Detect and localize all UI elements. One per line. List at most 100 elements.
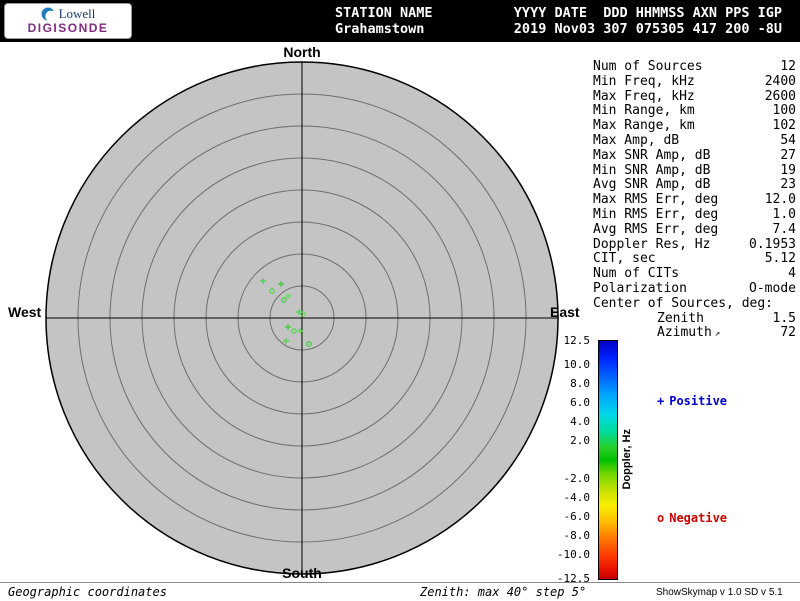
header-values: Grahamstown 2019 Nov03 307 075305 417 20…	[335, 21, 783, 37]
param-label: Max SNR Amp, dB	[593, 147, 711, 163]
param-row: Num of Sources 12	[593, 59, 796, 75]
param-value: 54	[780, 132, 796, 148]
param-value: 19	[780, 162, 796, 178]
source-marker	[283, 338, 289, 344]
status-bar: Geographic coordinates Zenith: max 40° s…	[0, 582, 800, 601]
param-row: Max Range, km 102	[593, 118, 796, 134]
param-label: Min Range, km	[593, 103, 695, 119]
param-label: Min SNR Amp, dB	[593, 162, 711, 178]
param-label: Avg RMS Err, deg	[593, 221, 719, 237]
param-row: Num of CITs 4	[593, 266, 796, 282]
compass-label-north: North	[283, 44, 321, 60]
source-marker	[300, 311, 306, 317]
colorbar-tick-label: -12.5	[556, 572, 590, 585]
source-marker	[306, 341, 312, 347]
param-row: Min SNR Amp, dB 19	[593, 162, 796, 179]
param-value: 27	[780, 147, 796, 163]
compass-label-west: West	[8, 304, 42, 320]
skymap-panel: North South West East	[0, 42, 590, 588]
param-row: Avg SNR Amp, dB 23	[593, 178, 796, 193]
colorbar-tick-label: 8.0	[570, 376, 590, 390]
param-row: Max Freq, kHz 2600	[593, 88, 796, 105]
colorbar-tick-label: 2.0	[570, 433, 590, 447]
legend-positive-label: Positive	[669, 394, 728, 408]
colorbar-tick-label: 4.0	[570, 414, 590, 428]
logo-digisonde-text: DIGISONDE	[27, 21, 109, 35]
source-marker	[269, 288, 275, 294]
param-label: Azimuth ↗	[657, 325, 721, 341]
param-label: Max Amp, dB	[593, 132, 680, 148]
param-label: CIT, sec	[593, 251, 656, 267]
param-row: Min Range, km 100	[593, 104, 796, 119]
azimuth-arrow-icon: ↗	[714, 329, 721, 340]
source-marker	[260, 278, 266, 284]
param-value: 12.0	[764, 192, 796, 208]
compass-label-east: East	[550, 304, 580, 320]
colorbar-tick-label: -2.0	[563, 472, 591, 486]
param-label: Num of Sources	[593, 59, 703, 74]
colorbar-tick-label: -10.0	[556, 548, 590, 562]
source-marker	[291, 328, 297, 334]
param-row: Min RMS Err, deg 1.0	[593, 206, 796, 223]
param-label: Polarization	[593, 280, 687, 296]
param-row: Max Amp, dB 54	[593, 132, 796, 149]
version-label: ShowSkymap v 1.0 SD v 5.1	[656, 587, 783, 598]
param-row: Azimuth ↗ 72	[593, 326, 796, 341]
legend-negative: o Negative	[657, 511, 727, 525]
colorbar-tick-label: 6.0	[570, 395, 590, 409]
lowell-digisonde-logo: Lowell DIGISONDE	[4, 3, 132, 39]
param-row: Doppler Res, Hz 0.1953	[593, 236, 796, 253]
negative-marker-icon: o	[657, 511, 665, 525]
source-marker	[281, 297, 287, 303]
param-value: 23	[780, 177, 796, 193]
logo-crescent-icon	[41, 7, 56, 22]
colorbar-tick-label: 10.0	[563, 357, 591, 371]
colorbar-title-wrap: Doppler, Hz	[621, 340, 633, 578]
zenith-range-label: Zenith: max 40° step 5°	[420, 585, 587, 599]
param-label: Zenith	[657, 310, 704, 326]
param-row: Max SNR Amp, dB 27	[593, 147, 796, 164]
legend-negative-label: Negative	[669, 511, 728, 525]
colorbar-ticks: 12.5 10.0 8.0 6.0 4.0 2.0 -2.0 -4.0 -6.0 -8.0 -10.…	[550, 334, 594, 585]
positive-marker-icon: +	[657, 394, 665, 408]
colorbar-tick-label: -8.0	[563, 529, 591, 543]
param-label: Min Freq, kHz	[593, 73, 695, 89]
param-value: 102	[772, 118, 796, 134]
compass-label-south: South	[282, 565, 322, 581]
param-row: Avg RMS Err, deg 7.4	[593, 221, 796, 238]
param-value: 2400	[764, 73, 796, 89]
legend-positive: + Positive	[657, 394, 727, 408]
header-bar: Lowell DIGISONDE STATION NAME YYYY DATE …	[0, 0, 800, 42]
param-value: 1.0	[772, 206, 796, 222]
param-value: 4	[788, 266, 796, 282]
param-row: Max RMS Err, deg 12.0	[593, 192, 796, 208]
colorbar-tick-label: 12.5	[563, 334, 591, 347]
param-label: Center of Sources, deg:	[593, 295, 774, 311]
logo-lowell-text: Lowell	[58, 6, 96, 21]
param-label: Doppler Res, Hz	[593, 236, 711, 252]
param-value: 5.12	[764, 251, 796, 267]
colorbar-gradient	[598, 340, 618, 580]
source-marker	[285, 293, 291, 299]
coordinates-mode-label: Geographic coordinates	[8, 585, 167, 599]
colorbar-axis-label: Doppler, Hz	[621, 428, 633, 490]
param-value: O-mode	[749, 280, 796, 296]
source-marker	[278, 281, 284, 287]
param-value: 2600	[764, 88, 796, 104]
param-label: Max RMS Err, deg	[593, 192, 719, 208]
param-label: Max Range, km	[593, 118, 695, 134]
param-label: Avg SNR Amp, dB	[593, 177, 711, 193]
source-marker	[285, 324, 291, 330]
colorbar-tick-label: -4.0	[563, 491, 591, 505]
param-value: 100	[772, 103, 796, 119]
param-label: Num of CITs	[593, 266, 680, 282]
param-value: 1.5	[772, 310, 796, 326]
param-value: 0.1953	[749, 236, 796, 252]
param-row: Zenith 1.5	[593, 310, 796, 327]
param-value: 12	[780, 59, 796, 74]
param-label: Max Freq, kHz	[593, 88, 695, 104]
header-column-labels: STATION NAME YYYY DATE DDD HHMMSS AXN PP…	[335, 5, 783, 21]
param-row: CIT, sec 5.12	[593, 252, 796, 267]
skymap-plot	[45, 61, 559, 575]
